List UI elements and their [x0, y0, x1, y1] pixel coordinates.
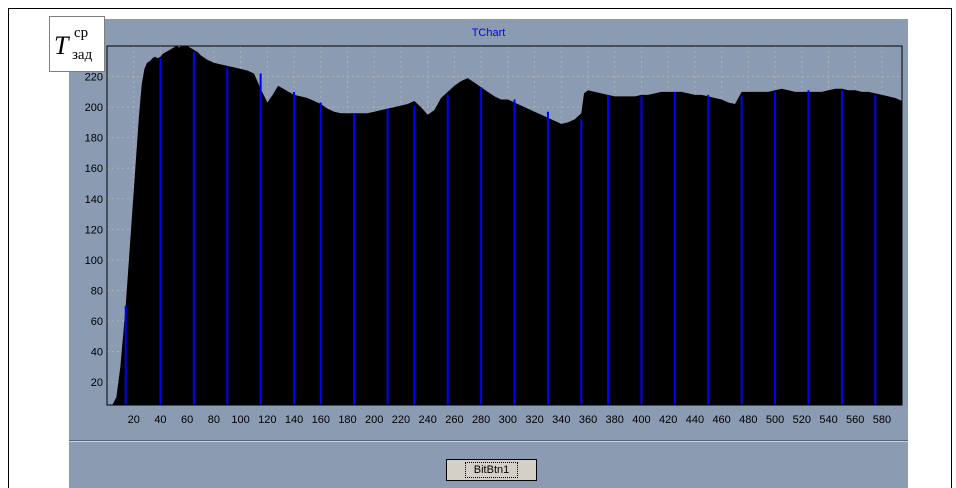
bitbtn1-label: BitBtn1 [464, 462, 519, 478]
panel-divider-highlight [69, 441, 908, 442]
x-tick-label: 100 [231, 414, 249, 426]
x-tick-label: 160 [312, 414, 330, 426]
x-tick-label: 180 [338, 414, 356, 426]
symbol-subscript: зад [72, 47, 93, 63]
area-series [107, 46, 902, 405]
x-tick-label: 340 [552, 414, 570, 426]
x-tick-label: 280 [472, 414, 490, 426]
y-tick-label: 200 [85, 102, 103, 114]
panel-divider [69, 440, 908, 441]
x-tick-label: 560 [846, 414, 864, 426]
x-tick-label: 420 [659, 414, 677, 426]
y-tick-label: 140 [85, 194, 103, 206]
y-tick-label: 180 [85, 133, 103, 145]
bitbtn1-button[interactable]: BitBtn1 [446, 459, 537, 481]
plot-border [106, 45, 903, 406]
temperature-symbol-label: T ср зад [49, 16, 105, 72]
x-tick-label: 460 [712, 414, 730, 426]
y-tick-label: 40 [91, 347, 103, 359]
x-tick-label: 200 [365, 414, 383, 426]
x-tick-label: 120 [258, 414, 276, 426]
x-tick-label: 360 [579, 414, 597, 426]
x-tick-label: 220 [392, 414, 410, 426]
x-tick-label: 480 [739, 414, 757, 426]
x-tick-label: 400 [632, 414, 650, 426]
y-tick-label: 20 [91, 377, 103, 389]
x-tick-label: 260 [445, 414, 463, 426]
x-tick-label: 140 [285, 414, 303, 426]
x-tick-label: 520 [793, 414, 811, 426]
symbol-t: T [54, 31, 69, 60]
x-tick-label: 60 [181, 414, 193, 426]
x-tick-label: 440 [686, 414, 704, 426]
window-frame [8, 8, 952, 488]
chart-title: TChart [471, 27, 506, 39]
x-tick-label: 500 [766, 414, 784, 426]
x-tick-label: 240 [418, 414, 436, 426]
x-tick-label: 40 [154, 414, 166, 426]
y-tick-label: 100 [85, 255, 103, 267]
x-tick-label: 300 [499, 414, 517, 426]
x-tick-label: 320 [525, 414, 543, 426]
y-tick-label: 160 [85, 163, 103, 175]
y-tick-label: 220 [85, 72, 103, 84]
x-tick-label: 380 [606, 414, 624, 426]
x-tick-label: 20 [128, 414, 140, 426]
x-tick-label: 580 [873, 414, 891, 426]
x-tick-label: 80 [208, 414, 220, 426]
symbol-superscript: ср [74, 25, 89, 41]
y-tick-label: 120 [85, 224, 103, 236]
y-tick-label: 80 [91, 285, 103, 297]
y-tick-label: 60 [91, 316, 103, 328]
x-tick-label: 540 [819, 414, 837, 426]
